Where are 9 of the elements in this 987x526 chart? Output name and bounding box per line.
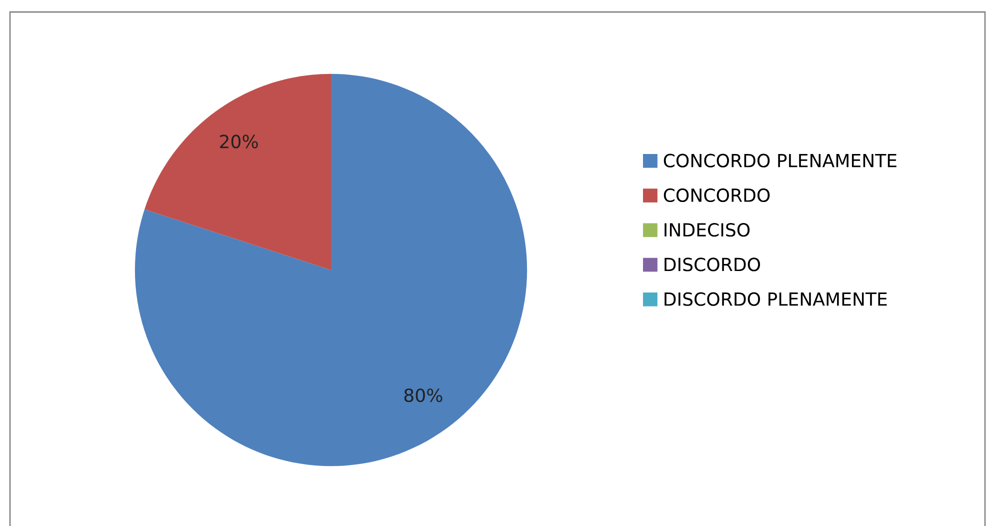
- legend-label: INDECISO: [664, 223, 750, 237]
- data-label: 80%: [404, 388, 442, 402]
- data-label: 20%: [220, 134, 258, 148]
- pie-slice: [134, 74, 528, 466]
- legend-label: DISCORDO: [664, 258, 760, 272]
- legend-label: DISCORDO PLENAMENTE: [664, 292, 887, 306]
- legend-label: CONCORDO PLENAMENTE: [664, 154, 896, 168]
- pie-slice: [144, 74, 331, 270]
- legend-label: CONCORDO: [664, 188, 770, 202]
